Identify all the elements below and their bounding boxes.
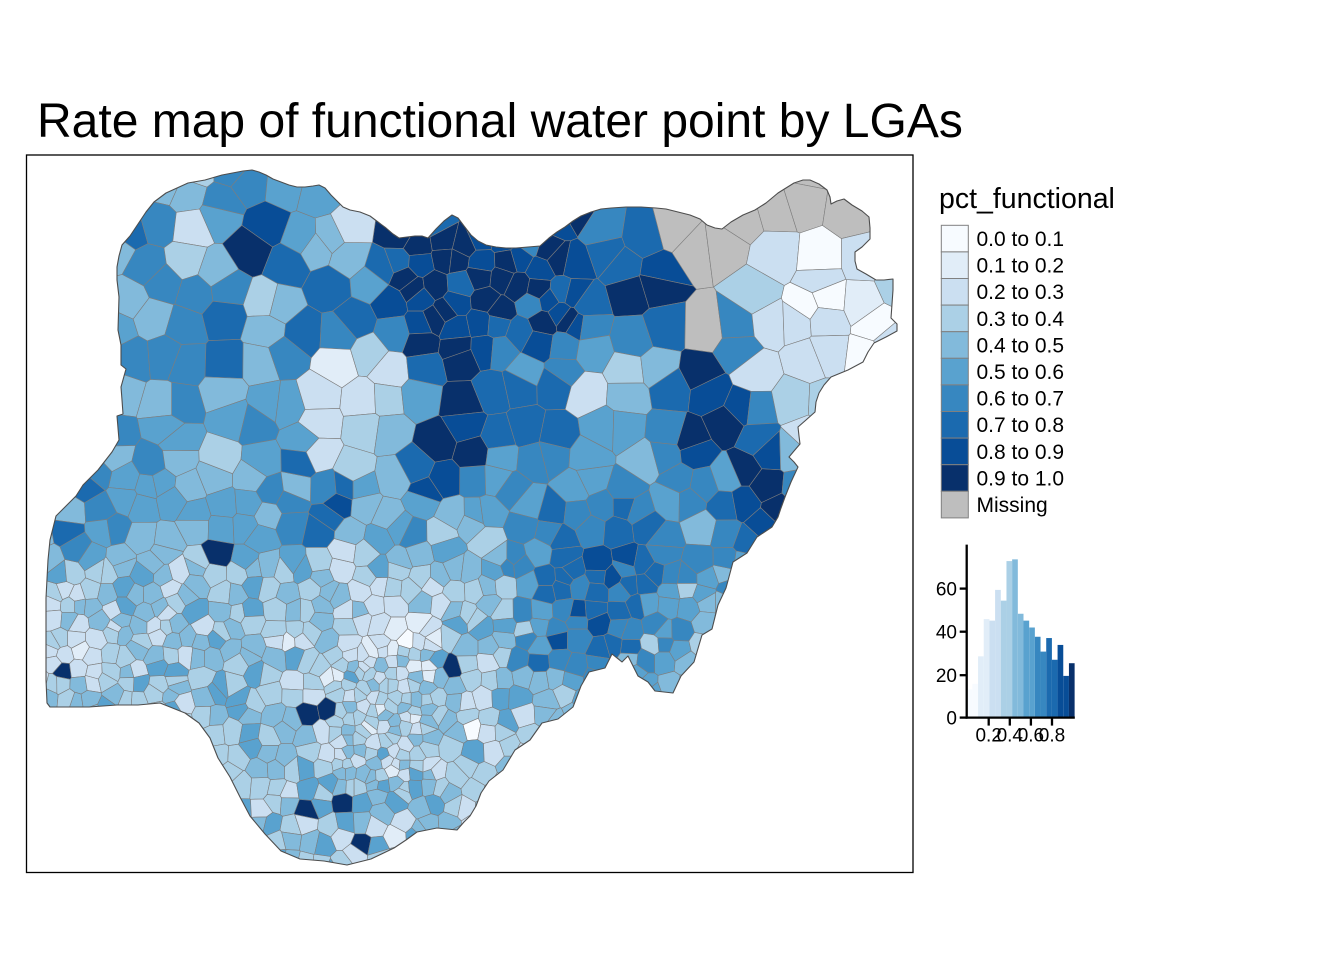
svg-text:0.8 to 0.9: 0.8 to 0.9 [977, 441, 1065, 464]
svg-text:0.6: 0.6 [1018, 726, 1044, 747]
svg-text:0.4 to 0.5: 0.4 to 0.5 [977, 334, 1065, 357]
svg-text:0.2: 0.2 [975, 726, 1001, 747]
svg-text:0.5 to 0.6: 0.5 to 0.6 [977, 361, 1065, 384]
svg-text:Missing: Missing [977, 494, 1048, 517]
svg-text:0.8: 0.8 [1039, 726, 1065, 747]
svg-text:0.9 to 1.0: 0.9 to 1.0 [977, 467, 1065, 490]
svg-text:0.0 to 0.1: 0.0 to 0.1 [977, 228, 1065, 251]
svg-text:0.3 to 0.4: 0.3 to 0.4 [977, 308, 1065, 331]
svg-text:0.2 to 0.3: 0.2 to 0.3 [977, 281, 1065, 304]
svg-text:0.6 to 0.7: 0.6 to 0.7 [977, 388, 1065, 411]
svg-text:60: 60 [936, 580, 957, 601]
svg-text:40: 40 [936, 623, 957, 644]
svg-text:pct_functional: pct_functional [939, 183, 1115, 215]
svg-text:0.1 to 0.2: 0.1 to 0.2 [977, 255, 1065, 278]
svg-text:0.4: 0.4 [997, 726, 1024, 747]
svg-text:0.7 to 0.8: 0.7 to 0.8 [977, 414, 1065, 437]
svg-text:20: 20 [936, 666, 957, 687]
svg-text:0: 0 [946, 709, 957, 730]
